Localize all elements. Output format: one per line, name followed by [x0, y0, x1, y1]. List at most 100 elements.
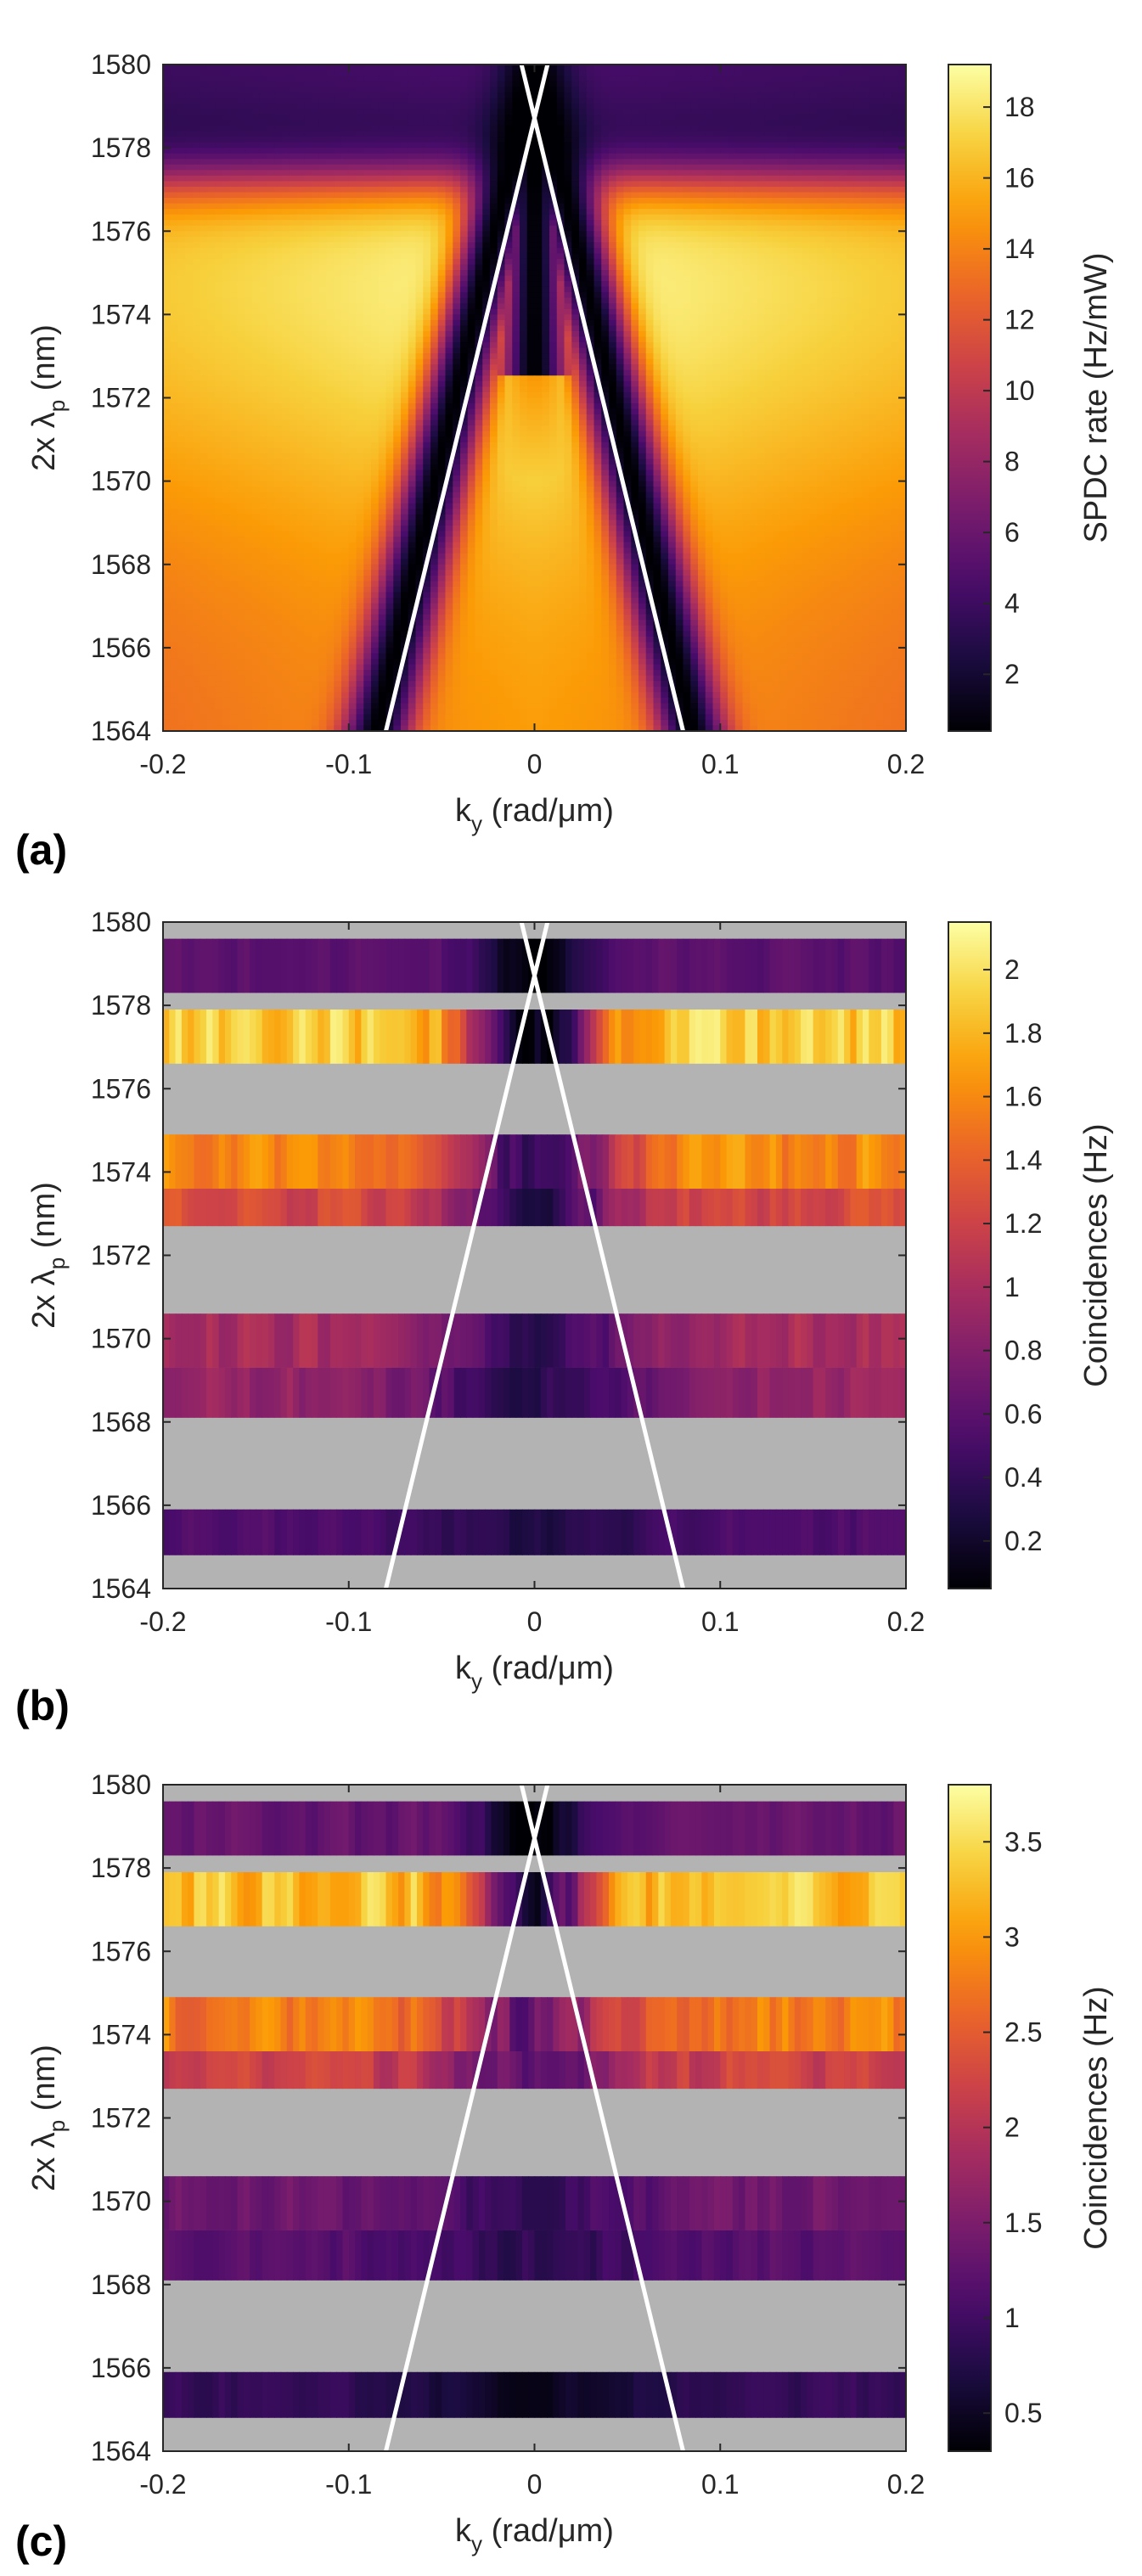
heatmap-cell: [728, 92, 736, 98]
heatmap-cell: [861, 120, 869, 127]
heatmap-cell: [764, 65, 774, 71]
heatmap-cell: [631, 292, 639, 299]
heatmap-cell: [408, 192, 417, 199]
heatmap-cell: [200, 297, 209, 304]
heatmap-cell: [348, 319, 357, 327]
heatmap-cell: [326, 325, 335, 332]
heatmap-cell: [853, 325, 863, 332]
heatmap-cell: [163, 192, 172, 199]
heatmap-cell: [883, 198, 892, 205]
heatmap-cell: [490, 103, 498, 110]
heatmap-cell: [408, 137, 417, 143]
heatmap-cell: [817, 242, 825, 249]
heatmap-cell: [475, 314, 483, 321]
heatmap-cell: [698, 186, 706, 194]
heatmap-cell: [794, 314, 803, 321]
heatmap-cell: [772, 192, 780, 199]
heatmap-cell: [742, 314, 751, 321]
heatmap-cell: [839, 220, 847, 227]
heatmap-cell: [712, 164, 721, 171]
heatmap-cell: [720, 192, 729, 199]
heatmap-cell: [728, 281, 736, 288]
heatmap-cell: [683, 220, 691, 227]
heatmap-cell: [512, 87, 520, 93]
heatmap-cell: [616, 142, 625, 149]
heatmap-cell: [876, 92, 885, 98]
heatmap-cell: [764, 87, 774, 93]
heatmap-cell: [802, 253, 810, 260]
heatmap-cell: [817, 303, 825, 310]
heatmap-cell: [467, 198, 476, 205]
heatmap-cell: [207, 220, 216, 227]
heatmap-cell: [876, 242, 885, 249]
heatmap-cell: [282, 159, 290, 166]
heatmap-cell: [794, 181, 803, 188]
heatmap-cell: [661, 65, 669, 71]
heatmap-cell: [445, 131, 453, 138]
heatmap-cell: [326, 181, 335, 188]
heatmap-cell: [639, 297, 647, 304]
heatmap-cell: [764, 98, 774, 104]
heatmap-cell: [163, 186, 172, 194]
heatmap-cell: [861, 236, 869, 244]
heatmap-cell: [869, 170, 877, 177]
heatmap-cell: [631, 242, 639, 249]
heatmap-cell: [712, 98, 721, 104]
heatmap-cell: [675, 319, 684, 327]
heatmap-cell: [430, 242, 439, 249]
heatmap-cell: [259, 314, 268, 321]
heatmap-cell: [609, 253, 617, 260]
heatmap-cell: [200, 236, 209, 244]
heatmap-cell: [883, 103, 892, 110]
heatmap-cell: [817, 114, 825, 121]
heatmap-cell: [623, 159, 632, 166]
heatmap-cell: [378, 137, 387, 143]
heatmap-cell: [356, 70, 364, 76]
heatmap-cell: [668, 131, 677, 138]
heatmap-cell: [408, 164, 417, 171]
heatmap-cell: [898, 98, 907, 104]
heatmap-cell: [460, 336, 469, 343]
heatmap-cell: [802, 336, 810, 343]
heatmap-cell: [824, 308, 833, 316]
heatmap-cell: [460, 148, 469, 155]
heatmap-cell: [645, 81, 655, 87]
heatmap-cell: [586, 225, 595, 232]
heatmap-cell: [817, 336, 825, 343]
heatmap-cell: [437, 159, 447, 166]
heatmap-cell: [712, 181, 721, 188]
heatmap-cell: [520, 81, 528, 87]
heatmap-cell: [661, 192, 669, 199]
heatmap-cell: [839, 242, 847, 249]
heatmap-cell: [698, 214, 706, 221]
heatmap-cell: [728, 247, 736, 255]
heatmap-cell: [653, 159, 661, 166]
heatmap-cell: [712, 175, 721, 183]
heatmap-cell: [423, 275, 431, 282]
heatmap-cell: [526, 209, 536, 216]
heatmap-cell: [193, 286, 201, 293]
heatmap-cell: [401, 214, 409, 221]
heatmap-cell: [378, 214, 387, 221]
heatmap-cell: [883, 131, 892, 138]
heatmap-cell: [639, 198, 647, 205]
heatmap-cell: [252, 198, 261, 205]
heatmap-cell: [883, 164, 892, 171]
heatmap-cell: [609, 98, 617, 104]
heatmap-cell: [779, 331, 788, 338]
heatmap-cell: [601, 281, 610, 288]
heatmap-cell: [497, 231, 506, 238]
heatmap-cell: [267, 286, 275, 293]
heatmap-cell: [839, 258, 847, 266]
heatmap-cell: [252, 297, 261, 304]
heatmap-cell: [497, 203, 506, 210]
heatmap-cell: [675, 76, 684, 82]
heatmap-cell: [787, 292, 796, 299]
heatmap-cell: [259, 270, 268, 277]
heatmap-cell: [356, 286, 364, 293]
heatmap-cell: [170, 192, 179, 199]
heatmap-cell: [549, 148, 558, 155]
heatmap-cell: [490, 292, 498, 299]
heatmap-cell: [847, 281, 855, 288]
heatmap-cell: [542, 120, 550, 127]
